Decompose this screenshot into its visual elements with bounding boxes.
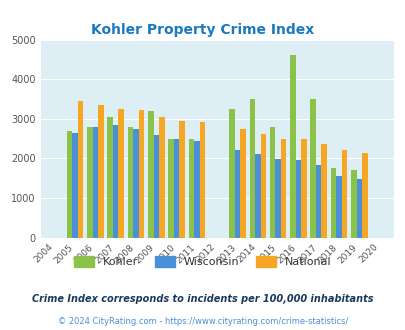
Bar xyxy=(280,139,286,238)
Bar xyxy=(234,150,240,238)
Bar xyxy=(153,135,159,238)
Bar xyxy=(98,105,103,238)
Bar xyxy=(159,117,164,238)
Text: Kohler Property Crime Index: Kohler Property Crime Index xyxy=(91,23,314,37)
Bar xyxy=(249,99,254,238)
Bar xyxy=(133,129,139,238)
Bar xyxy=(67,131,72,238)
Bar xyxy=(341,150,346,238)
Bar xyxy=(315,165,321,238)
Bar xyxy=(330,168,335,238)
Text: © 2024 CityRating.com - https://www.cityrating.com/crime-statistics/: © 2024 CityRating.com - https://www.city… xyxy=(58,317,347,326)
Bar xyxy=(118,109,124,238)
Bar xyxy=(199,122,205,238)
Bar xyxy=(269,127,275,238)
Bar xyxy=(148,111,153,238)
Bar xyxy=(87,127,92,238)
Bar xyxy=(356,179,361,238)
Bar xyxy=(275,159,280,238)
Bar xyxy=(310,99,315,238)
Bar xyxy=(321,144,326,238)
Bar xyxy=(350,170,356,238)
Bar xyxy=(113,125,118,238)
Bar xyxy=(335,176,341,238)
Bar xyxy=(290,55,295,238)
Text: Crime Index corresponds to incidents per 100,000 inhabitants: Crime Index corresponds to incidents per… xyxy=(32,294,373,304)
Bar xyxy=(194,141,199,238)
Bar xyxy=(240,129,245,238)
Bar xyxy=(301,139,306,238)
Bar xyxy=(92,127,98,238)
Bar xyxy=(254,154,260,238)
Bar xyxy=(128,127,133,238)
Bar xyxy=(260,134,265,238)
Bar xyxy=(188,139,194,238)
Bar xyxy=(229,109,234,238)
Bar xyxy=(361,153,367,238)
Bar xyxy=(78,101,83,238)
Bar xyxy=(107,117,113,238)
Bar xyxy=(72,133,78,238)
Bar xyxy=(173,139,179,238)
Bar xyxy=(168,139,173,238)
Bar xyxy=(179,121,184,238)
Bar xyxy=(295,160,301,238)
Bar xyxy=(139,110,144,238)
Legend: Kohler, Wisconsin, National: Kohler, Wisconsin, National xyxy=(74,256,331,268)
